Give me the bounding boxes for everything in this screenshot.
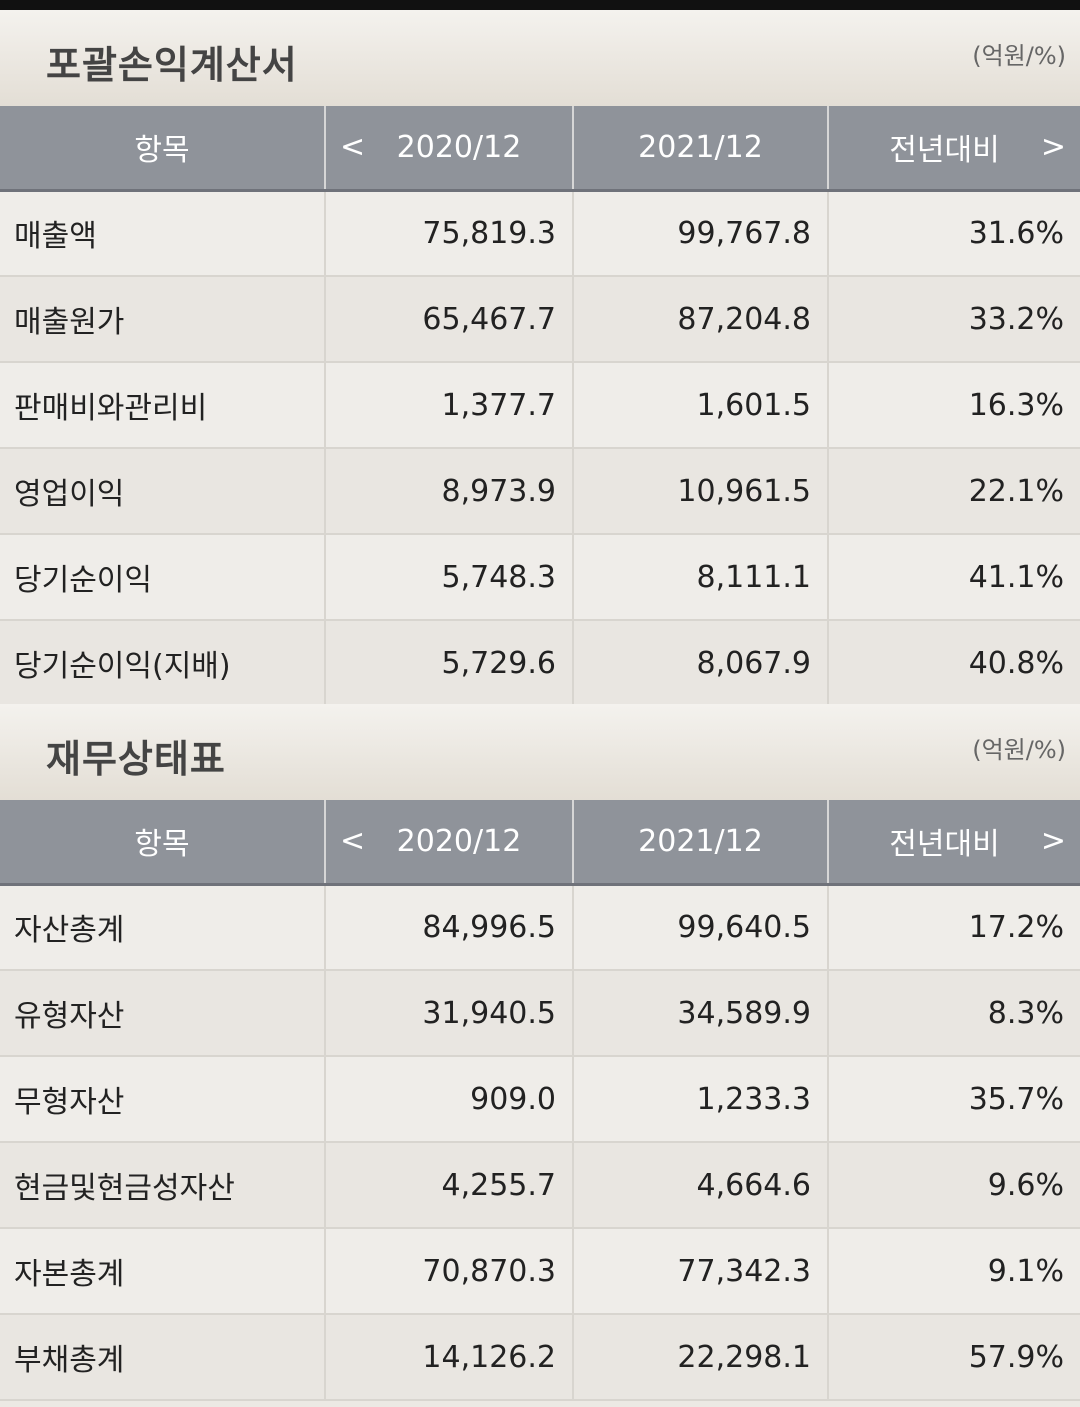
balance-section-header: 재무상태표 (억원/%) — [0, 704, 1080, 800]
value-yoy: 41.1% — [827, 534, 1080, 621]
value-yoy: 9.6% — [827, 1142, 1080, 1229]
row-label: 현금및현금성자산 — [0, 1142, 325, 1229]
table-row: 부채총계 14,126.2 22,298.1 57.9% — [0, 1314, 1080, 1401]
section-title: 재무상태표 — [46, 737, 226, 781]
value-prev: 75,819.3 — [324, 190, 573, 277]
header-item: 항목 — [0, 800, 325, 886]
income-section-header: 포괄손익계산서 (억원/%) — [0, 10, 1080, 106]
value-curr: 34,589.9 — [572, 970, 828, 1057]
balance-table: 항목 < 2020/12 2021/12 전년대비 > 자산총계 84,996.… — [0, 800, 1080, 1401]
value-curr: 10,961.5 — [572, 448, 828, 535]
header-yoy: 전년대비 > — [827, 800, 1080, 886]
value-prev: 65,467.7 — [324, 276, 573, 363]
row-label: 매출원가 — [0, 276, 325, 363]
table-row: 매출원가 65,467.7 87,204.8 33.2% — [0, 276, 1080, 363]
value-yoy: 17.2% — [827, 884, 1080, 971]
header-curr-period: 2021/12 — [572, 800, 828, 886]
unit-label: (억원/%) — [972, 736, 1066, 764]
value-yoy: 35.7% — [827, 1056, 1080, 1143]
table-row: 영업이익 8,973.9 10,961.5 22.1% — [0, 448, 1080, 535]
value-yoy: 31.6% — [827, 190, 1080, 277]
value-yoy: 22.1% — [827, 448, 1080, 535]
table-row: 현금및현금성자산 4,255.7 4,664.6 9.6% — [0, 1142, 1080, 1229]
header-prev-period: < 2020/12 — [324, 800, 573, 886]
value-prev: 5,729.6 — [324, 620, 573, 707]
value-yoy: 40.8% — [827, 620, 1080, 707]
row-label: 당기순이익(지배) — [0, 620, 325, 707]
row-label: 당기순이익 — [0, 534, 325, 621]
value-curr: 8,067.9 — [572, 620, 828, 707]
value-curr: 99,767.8 — [572, 190, 828, 277]
chevron-left-icon[interactable]: < — [340, 823, 366, 859]
header-yoy: 전년대비 > — [827, 106, 1080, 192]
income-table: 항목 < 2020/12 2021/12 전년대비 > 매출액 75,819.3… — [0, 106, 1080, 707]
row-label: 매출액 — [0, 190, 325, 277]
chevron-right-icon[interactable]: > — [1040, 823, 1066, 859]
chevron-left-icon[interactable]: < — [340, 129, 366, 165]
value-yoy: 57.9% — [827, 1314, 1080, 1401]
table-row: 자산총계 84,996.5 99,640.5 17.2% — [0, 884, 1080, 971]
value-curr: 77,342.3 — [572, 1228, 828, 1315]
row-label: 자본총계 — [0, 1228, 325, 1315]
value-yoy: 9.1% — [827, 1228, 1080, 1315]
value-curr: 8,111.1 — [572, 534, 828, 621]
table-row: 무형자산 909.0 1,233.3 35.7% — [0, 1056, 1080, 1143]
table-row: 유형자산 31,940.5 34,589.9 8.3% — [0, 970, 1080, 1057]
header-prev-period: < 2020/12 — [324, 106, 573, 192]
value-yoy: 16.3% — [827, 362, 1080, 449]
table-row: 판매비와관리비 1,377.7 1,601.5 16.3% — [0, 362, 1080, 449]
row-label: 영업이익 — [0, 448, 325, 535]
value-curr: 99,640.5 — [572, 884, 828, 971]
row-label: 자산총계 — [0, 884, 325, 971]
value-prev: 14,126.2 — [324, 1314, 573, 1401]
value-curr: 87,204.8 — [572, 276, 828, 363]
row-label: 판매비와관리비 — [0, 362, 325, 449]
row-label: 유형자산 — [0, 970, 325, 1057]
section-title: 포괄손익계산서 — [46, 43, 298, 87]
value-prev: 1,377.7 — [324, 362, 573, 449]
chevron-right-icon[interactable]: > — [1040, 129, 1066, 165]
value-prev: 8,973.9 — [324, 448, 573, 535]
header-row: 항목 < 2020/12 2021/12 전년대비 > — [0, 106, 1080, 192]
value-curr: 22,298.1 — [572, 1314, 828, 1401]
row-label: 부채총계 — [0, 1314, 325, 1401]
header-item: 항목 — [0, 106, 325, 192]
header-curr-period: 2021/12 — [572, 106, 828, 192]
header-row: 항목 < 2020/12 2021/12 전년대비 > — [0, 800, 1080, 886]
value-prev: 5,748.3 — [324, 534, 573, 621]
value-prev: 31,940.5 — [324, 970, 573, 1057]
value-curr: 4,664.6 — [572, 1142, 828, 1229]
value-yoy: 8.3% — [827, 970, 1080, 1057]
table-row: 자본총계 70,870.3 77,342.3 9.1% — [0, 1228, 1080, 1315]
value-curr: 1,601.5 — [572, 362, 828, 449]
value-yoy: 33.2% — [827, 276, 1080, 363]
value-curr: 1,233.3 — [572, 1056, 828, 1143]
value-prev: 909.0 — [324, 1056, 573, 1143]
table-row: 매출액 75,819.3 99,767.8 31.6% — [0, 190, 1080, 277]
value-prev: 84,996.5 — [324, 884, 573, 971]
unit-label: (억원/%) — [972, 42, 1066, 70]
row-label: 무형자산 — [0, 1056, 325, 1143]
table-row: 당기순이익(지배) 5,729.6 8,067.9 40.8% — [0, 620, 1080, 707]
table-row: 당기순이익 5,748.3 8,111.1 41.1% — [0, 534, 1080, 621]
value-prev: 70,870.3 — [324, 1228, 573, 1315]
value-prev: 4,255.7 — [324, 1142, 573, 1229]
status-bar — [0, 0, 1080, 10]
